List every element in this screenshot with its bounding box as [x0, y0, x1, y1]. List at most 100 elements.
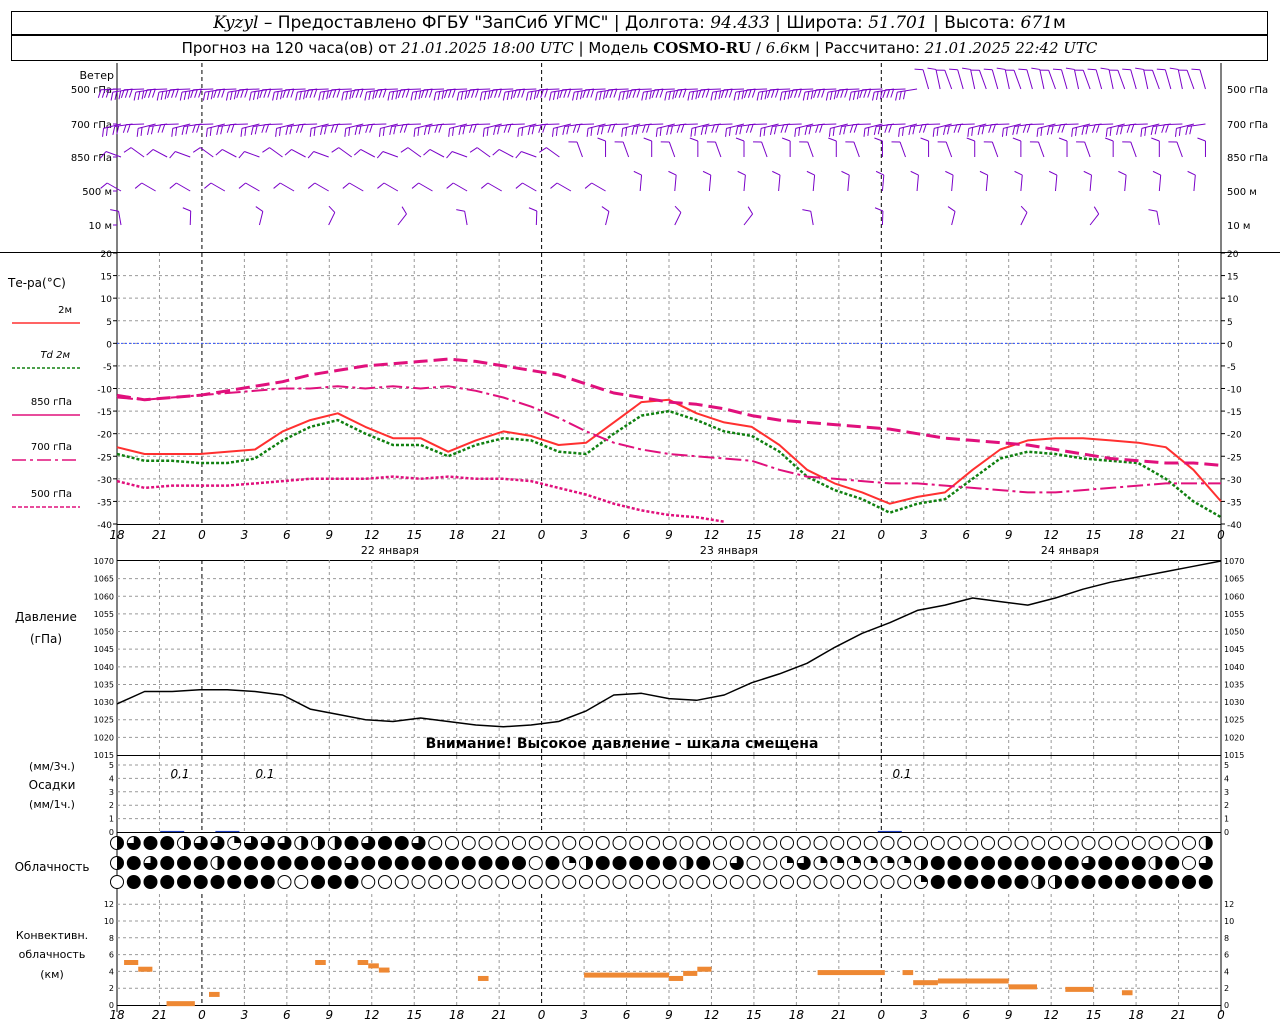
- wind-barb: [1140, 123, 1160, 137]
- barb-flag: [922, 124, 927, 133]
- cloud-symbol: [813, 856, 828, 870]
- barb-flag: [918, 124, 923, 133]
- barb-flag: [806, 91, 810, 100]
- barb-flag: [157, 124, 162, 133]
- cloud-fill: [445, 856, 459, 870]
- cloud-fill: [613, 856, 626, 870]
- barb-shaft: [516, 88, 537, 91]
- temp-tick-label-left: -35: [97, 498, 112, 508]
- legend-label: 2м: [58, 305, 72, 316]
- wind-barb: [1022, 123, 1044, 133]
- barb-shaft: [506, 123, 525, 126]
- cloud-symbol: [428, 856, 443, 870]
- model-name: COSMO-RU: [653, 39, 752, 57]
- cloud-fill: [160, 856, 174, 870]
- wind-barb: [1014, 170, 1023, 192]
- wind-barb: [238, 182, 260, 192]
- barb-flag: [626, 90, 629, 100]
- precip-tick-left: 0: [109, 828, 114, 837]
- temp-series-3: [116, 385, 1221, 494]
- pressure-tick-left: 1025: [94, 716, 114, 725]
- cloud-fill: [244, 875, 258, 889]
- barb-flag: [510, 90, 514, 100]
- cloud-symbol: [545, 836, 560, 850]
- barb-flag: [711, 124, 715, 133]
- wind-barb: [1048, 170, 1058, 192]
- barb-flag: [542, 124, 546, 133]
- precip-tick-left: 1: [109, 815, 114, 824]
- cloud-symbol: [830, 836, 845, 850]
- barb-shaft: [1129, 123, 1148, 126]
- barb-flag: [456, 209, 465, 212]
- barb-flag: [171, 128, 174, 137]
- barb-shaft: [487, 182, 502, 192]
- barb-shaft: [631, 88, 652, 91]
- barb-flag: [544, 89, 548, 98]
- conv-segment: [913, 980, 938, 986]
- barb-shaft: [141, 182, 156, 192]
- barb-shaft: [276, 123, 295, 129]
- barb-flag: [427, 125, 431, 135]
- hour-label-mid: 18: [1128, 528, 1144, 542]
- barb-flag: [423, 126, 427, 135]
- wind-barb: [689, 137, 699, 157]
- barb-flag: [1174, 128, 1177, 137]
- barb-flag: [282, 89, 287, 98]
- barb-flag: [829, 91, 833, 100]
- cloud-fill: [361, 836, 375, 850]
- wind-barb: [331, 147, 353, 158]
- barb-flag: [369, 124, 373, 133]
- wind-barb: [828, 137, 837, 157]
- cloud-symbol: [1115, 856, 1129, 870]
- cloud-circle: [796, 875, 811, 889]
- barb-shaft: [1130, 141, 1137, 158]
- barb-flag: [1100, 67, 1110, 70]
- wind-level-right: 700 гПа: [1227, 120, 1268, 131]
- cloud-symbol: [478, 856, 493, 870]
- barb-flag: [828, 137, 837, 142]
- hour-label-bottom: 3: [920, 1008, 928, 1022]
- precip-tick-right: 5: [1224, 761, 1229, 770]
- wind-barb: [122, 123, 145, 133]
- barb-shaft: [654, 88, 675, 91]
- wind-level-left: 850 гПа: [71, 153, 112, 164]
- hour-label-mid: 12: [704, 528, 719, 542]
- barb-flag: [345, 91, 348, 100]
- precip-tick-right: 0: [1224, 828, 1229, 837]
- wind-barb: [100, 182, 122, 192]
- cloud-fill: [378, 836, 392, 850]
- cloud-symbol: [1014, 875, 1029, 889]
- cloud-fill: [981, 856, 995, 870]
- cloud-fill: [981, 875, 995, 889]
- barb-flag: [853, 124, 858, 133]
- barb-shaft: [216, 88, 237, 91]
- barb-flag: [815, 124, 819, 133]
- barb-flag: [747, 206, 754, 215]
- barb-flag: [879, 90, 883, 100]
- barb-flag: [655, 89, 660, 98]
- barb-flag: [599, 91, 602, 100]
- cloud-circle: [528, 856, 543, 870]
- barb-shaft: [783, 123, 802, 126]
- cloud-symbol: [378, 836, 392, 850]
- barb-shaft: [229, 123, 248, 126]
- wind-barb: [1052, 68, 1068, 90]
- barb-flag: [567, 89, 571, 98]
- cloud-symbol: [796, 836, 811, 850]
- barb-shaft: [349, 182, 364, 192]
- cloud-circle: [930, 836, 945, 850]
- barb-flag: [215, 149, 223, 156]
- barb-flag: [185, 125, 189, 135]
- cloud-symbol: [863, 875, 878, 889]
- cloud-symbol: [679, 856, 694, 870]
- cloud-fill: [395, 856, 409, 870]
- barb-shaft: [970, 69, 976, 90]
- wind-barb: [674, 205, 682, 226]
- cloud-symbol: [713, 836, 727, 850]
- cloud-circle: [1115, 836, 1129, 850]
- wind-barb: [205, 123, 225, 137]
- wind-barb: [157, 123, 179, 133]
- hour-label-mid: 12: [1044, 528, 1059, 542]
- barb-flag: [433, 92, 437, 101]
- barb-flag: [249, 92, 252, 101]
